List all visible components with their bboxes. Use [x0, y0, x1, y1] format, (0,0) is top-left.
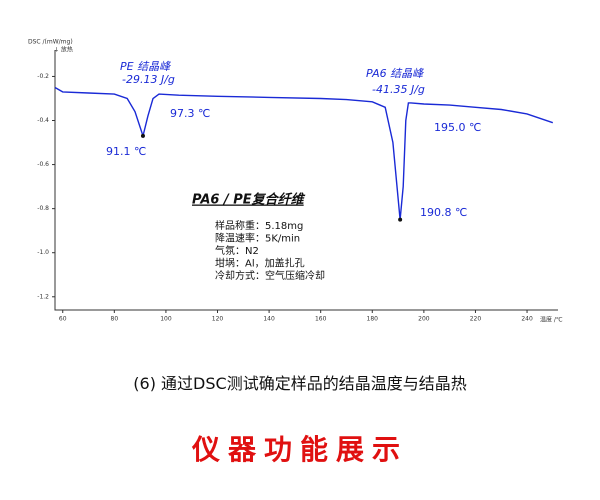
y-axis-note: ↓ 放热 [54, 46, 73, 54]
x-tick-label: 60 [59, 316, 67, 323]
x-tick-label: 120 [212, 316, 224, 323]
y-tick-label: -0.4 [37, 117, 49, 124]
box-line: 气氛：N2 [215, 244, 259, 257]
annotation: -41.35 J/g [372, 83, 425, 96]
annotation: 91.1 ℃ [106, 145, 146, 158]
caption: (6) 通过DSC测试确定样品的结晶温度与结晶热 [133, 374, 467, 393]
axis-frame [54, 50, 558, 311]
heading: 仪器功能展示 [191, 433, 408, 466]
y-tick-label: -0.6 [37, 161, 49, 168]
peak-point [398, 217, 403, 222]
annotation: 190.8 ℃ [420, 206, 467, 219]
annotation: PE 结晶峰 [120, 60, 171, 73]
x-tick-label: 100 [160, 316, 172, 323]
y-tick-label: -1.0 [37, 249, 49, 256]
y-axis-label: DSC /(mW/mg) [28, 39, 73, 46]
x-tick-label: 200 [418, 316, 430, 323]
y-tick-label: -0.8 [37, 205, 49, 212]
x-tick-label: 160 [315, 316, 327, 323]
peak-point [140, 133, 145, 138]
dsc-curve [54, 86, 554, 220]
x-tick-label: 220 [470, 316, 482, 323]
y-tick-label: -1.2 [37, 293, 49, 300]
annotation: 97.3 ℃ [170, 107, 210, 120]
y-tick-label: -0.2 [37, 73, 49, 80]
annotation: PA6 结晶峰 [366, 67, 424, 80]
box-title: PA6 / PE复合纤维 [192, 192, 306, 208]
x-tick-label: 180 [367, 316, 379, 323]
box-line: 降温速率：5K/min [215, 232, 300, 245]
x-tick-label: 140 [263, 316, 275, 323]
box-line: 冷却方式：空气压缩冷却 [215, 269, 325, 282]
x-axis-label: 温度 /℃ [540, 316, 563, 324]
annotation: -29.13 J/g [122, 73, 175, 86]
box-line: 坩埚：Al，加盖扎孔 [215, 257, 305, 270]
x-tick-label: 80 [111, 316, 119, 323]
annotation: 195.0 ℃ [434, 121, 481, 134]
box-line: 样品称重：5.18mg [215, 219, 303, 232]
x-tick-label: 240 [521, 316, 533, 323]
